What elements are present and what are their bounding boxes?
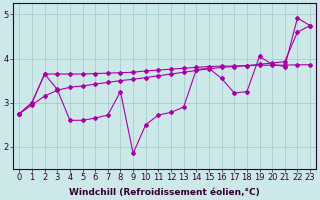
X-axis label: Windchill (Refroidissement éolien,°C): Windchill (Refroidissement éolien,°C) [69, 188, 260, 197]
